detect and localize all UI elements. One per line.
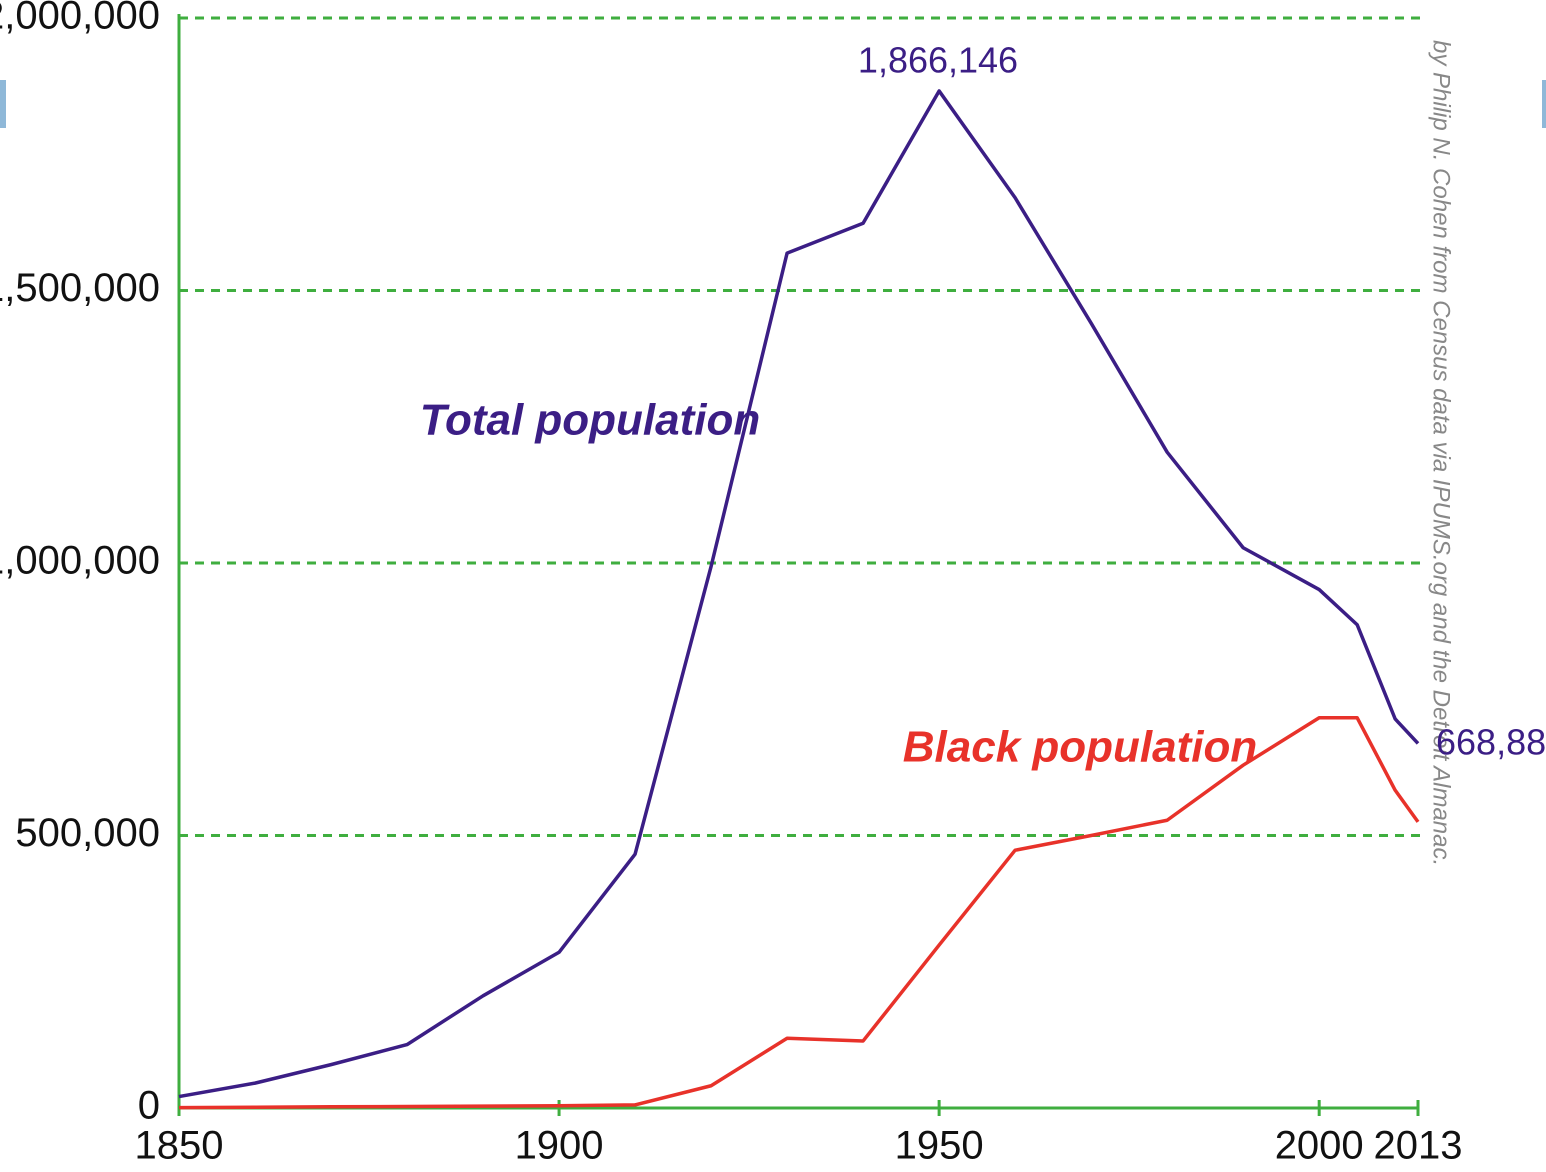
x-tick-label: 2013 [1374, 1124, 1463, 1168]
peak-label: 1,866,146 [858, 40, 1018, 81]
edge-decoration [1542, 80, 1546, 128]
x-tick-label: 1850 [135, 1124, 224, 1168]
x-tick-label: 1950 [895, 1124, 984, 1168]
x-tick-label: 1900 [515, 1124, 604, 1168]
end-label: 668,889 [1436, 722, 1546, 763]
line [178, 716, 1420, 1110]
y-tick-label: 0 [138, 1084, 160, 1128]
line [178, 89, 1420, 1099]
edge-decoration [0, 80, 6, 128]
credit: by Philip N. Cohen from Census data via … [1428, 40, 1455, 866]
y-tick-label: 500,000 [15, 811, 160, 855]
y-tick-label: 1,500,000 [0, 266, 160, 310]
x-tick-label: 2000 [1275, 1124, 1364, 1168]
y-tick-label: 2,000,000 [0, 0, 160, 38]
series-label: Total population [420, 396, 761, 445]
series-label: Black population [903, 723, 1257, 772]
y-tick-label: 1,000,000 [0, 539, 160, 583]
